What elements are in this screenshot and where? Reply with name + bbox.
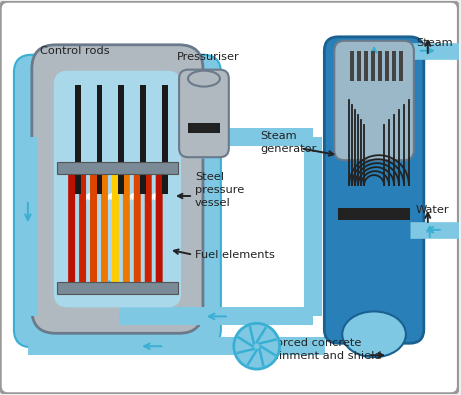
FancyBboxPatch shape [68,167,75,282]
FancyBboxPatch shape [112,167,119,282]
Text: Steam
generator: Steam generator [260,131,317,154]
FancyBboxPatch shape [54,71,181,307]
Text: Reinforced concrete
containment and shield: Reinforced concrete containment and shie… [247,338,381,361]
Bar [188,123,220,134]
Bar [392,51,396,81]
Bar [385,51,389,81]
FancyBboxPatch shape [156,167,163,282]
Circle shape [234,324,279,369]
Bar [350,51,354,81]
Bar [364,51,368,81]
Bar [140,85,146,194]
Bar [96,85,102,194]
Bar [162,85,168,194]
FancyBboxPatch shape [145,167,152,282]
Bar [57,162,178,174]
Bar [357,51,361,81]
FancyBboxPatch shape [334,41,414,160]
FancyBboxPatch shape [179,70,229,157]
Text: Water: Water [416,205,449,215]
Bar [75,85,81,194]
Bar [57,282,178,293]
Bar [399,51,403,81]
FancyBboxPatch shape [134,167,141,282]
FancyBboxPatch shape [101,167,108,282]
Text: Steam: Steam [416,38,453,48]
Bar [371,51,375,81]
Text: Control rods: Control rods [40,46,109,56]
FancyBboxPatch shape [325,37,424,343]
FancyBboxPatch shape [32,45,203,333]
Ellipse shape [188,71,220,87]
FancyBboxPatch shape [123,167,130,282]
FancyBboxPatch shape [79,167,86,282]
FancyBboxPatch shape [14,55,221,347]
Bar [378,51,382,81]
Text: Steel
pressure
vessel: Steel pressure vessel [195,172,244,208]
Ellipse shape [342,311,406,357]
Bar [118,85,124,194]
Text: Fuel elements: Fuel elements [195,250,275,260]
FancyBboxPatch shape [90,167,97,282]
Bar [338,208,410,220]
Text: Pressuriser: Pressuriser [177,52,240,62]
